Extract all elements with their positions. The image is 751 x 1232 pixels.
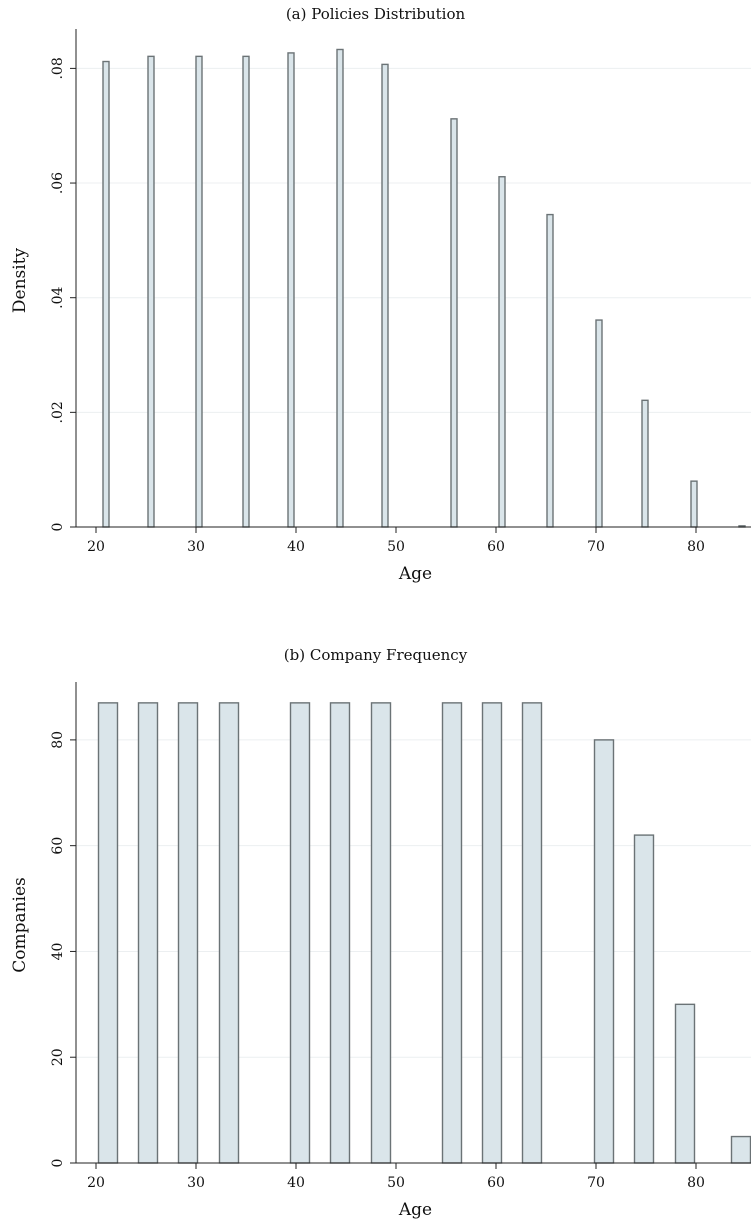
bar <box>97 702 119 1164</box>
y-tick-label: .02 <box>50 401 66 423</box>
bar <box>481 702 503 1164</box>
y-tick-label: .08 <box>50 57 66 79</box>
x-tick-label: 20 <box>87 539 105 555</box>
bar <box>441 702 463 1164</box>
bar <box>336 48 344 528</box>
bar <box>329 702 351 1164</box>
bar <box>287 52 295 528</box>
x-tick-label: 20 <box>87 1175 105 1191</box>
x-tick-label: 60 <box>487 1175 505 1191</box>
chart-b-svg: 0 20 40 60 80 20 30 40 50 60 70 80 Age Companies <box>10 682 751 1220</box>
bar <box>381 63 389 528</box>
y-tick-label: 60 <box>50 837 66 855</box>
x-tick-label: 60 <box>487 539 505 555</box>
x-tick-label: 30 <box>187 1175 205 1191</box>
y-axis-title: Companies <box>10 877 30 973</box>
bar <box>102 60 110 528</box>
x-tick-label: 80 <box>687 1175 705 1191</box>
chart-panel-b: (b) Company Frequency 0 20 40 60 80 20 30 40 50 6… <box>0 640 751 1232</box>
bar <box>593 739 615 1164</box>
bar <box>289 702 311 1164</box>
bar <box>690 480 698 528</box>
bar <box>450 118 458 528</box>
x-tick-label: 50 <box>387 539 405 555</box>
bar <box>177 702 199 1164</box>
bar <box>546 213 554 528</box>
bar <box>370 702 392 1164</box>
y-tick-label: 20 <box>50 1048 66 1066</box>
x-axis-title: Age <box>398 1200 432 1220</box>
bar <box>147 55 155 528</box>
x-tick-label: 70 <box>587 1175 605 1191</box>
y-tick-label: 0 <box>50 523 66 532</box>
bar <box>674 1003 696 1164</box>
bar <box>633 834 655 1164</box>
chart-title: (a) Policies Distribution <box>285 5 466 23</box>
bar <box>595 319 603 528</box>
x-tick-label: 40 <box>287 1175 305 1191</box>
y-axis-title: Density <box>10 247 30 313</box>
chart-title: (b) Company Frequency <box>283 646 468 664</box>
x-tick-label: 40 <box>287 539 305 555</box>
x-tick-label: 70 <box>587 539 605 555</box>
y-tick-label: 40 <box>50 943 66 961</box>
x-axis-title: Age <box>398 564 432 584</box>
bar <box>218 702 240 1164</box>
bar <box>195 55 203 528</box>
bar <box>730 1135 751 1164</box>
x-tick-label: 30 <box>187 539 205 555</box>
bar <box>498 176 506 528</box>
x-tick-label: 80 <box>687 539 705 555</box>
bar <box>521 702 543 1164</box>
y-tick-label: .04 <box>50 286 66 308</box>
x-tick-label: 50 <box>387 1175 405 1191</box>
y-tick-label: 80 <box>50 731 66 749</box>
bar <box>641 399 649 528</box>
bar <box>242 55 250 528</box>
chart-panel-a: (a) Policies Distribution 0 .02 .04 .06 .08 2… <box>0 0 751 610</box>
y-tick-label: 0 <box>50 1159 66 1168</box>
bar <box>137 702 159 1164</box>
y-tick-label: .06 <box>50 172 66 194</box>
chart-a-svg: 0 .02 .04 .06 .08 20 30 40 50 60 70 80 Age Density <box>10 29 751 584</box>
